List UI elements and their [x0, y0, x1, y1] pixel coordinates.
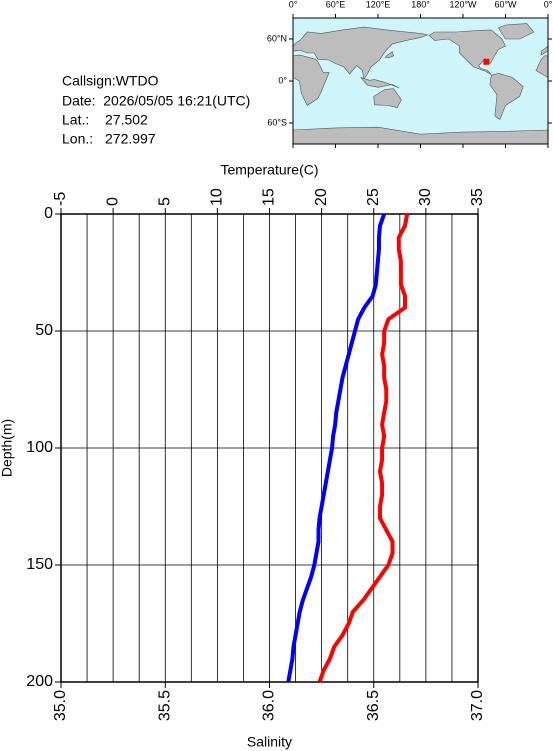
y-tick-label: 200 — [26, 673, 53, 690]
profile-line — [286, 213, 387, 683]
lon-label: Lon.: — [62, 131, 93, 147]
x-tick-label: 10 — [209, 188, 226, 206]
y-tick-label: 100 — [26, 439, 53, 456]
x2-tick-label: 36.0 — [261, 690, 278, 721]
map-x-tick-label: 60°W — [494, 0, 517, 9]
date: Date: 2026/05/05 16:21(UTC) — [62, 93, 250, 109]
x-tick-label: -5 — [52, 192, 69, 206]
lat-value: 27.502 — [105, 112, 148, 128]
profile-line — [317, 213, 410, 683]
x-tick-label: 0 — [104, 197, 121, 206]
map-x-tick-label: 60°E — [326, 0, 346, 9]
map-x-tick-label: 120°E — [366, 0, 391, 9]
x-tick-label: 15 — [261, 188, 278, 206]
lat-label: Lat.: — [62, 112, 89, 128]
map-y-tick-label: 60°N — [267, 33, 287, 43]
x2-tick-label: 37.0 — [469, 690, 486, 721]
station-marker — [483, 58, 490, 65]
map-y-tick-label: 60°S — [267, 117, 287, 127]
callsign: Callsign:WTDO — [62, 73, 159, 89]
x2-tick-label: 35.5 — [156, 690, 173, 721]
map-y-tick-label: 0° — [278, 75, 287, 85]
plot-frame — [60, 213, 479, 683]
x2-tick-label: 36.5 — [365, 690, 382, 721]
map-x-tick-label: 0° — [544, 0, 553, 9]
y-tick-label: 0 — [44, 205, 53, 222]
map-x-tick-label: 180° — [411, 0, 430, 9]
x-tick-label: 20 — [313, 188, 330, 206]
x2-axis-title: Salinity — [247, 734, 292, 750]
lon-value: 272.997 — [105, 131, 156, 147]
y-axis-title: Depth(m) — [0, 419, 15, 477]
x2-tick-label: 35.0 — [52, 690, 69, 721]
y-tick-label: 50 — [35, 322, 53, 339]
map-x-tick-label: 120°W — [449, 0, 477, 9]
x-tick-label: 35 — [469, 188, 486, 206]
x-axis-title: Temperature(C) — [220, 162, 318, 178]
x-tick-label: 25 — [365, 188, 382, 206]
y-tick-label: 150 — [26, 556, 53, 573]
map-land — [293, 24, 548, 144]
x-tick-label: 30 — [417, 188, 434, 206]
x-tick-label: 5 — [156, 197, 173, 206]
map-x-tick-label: 0° — [289, 0, 298, 9]
